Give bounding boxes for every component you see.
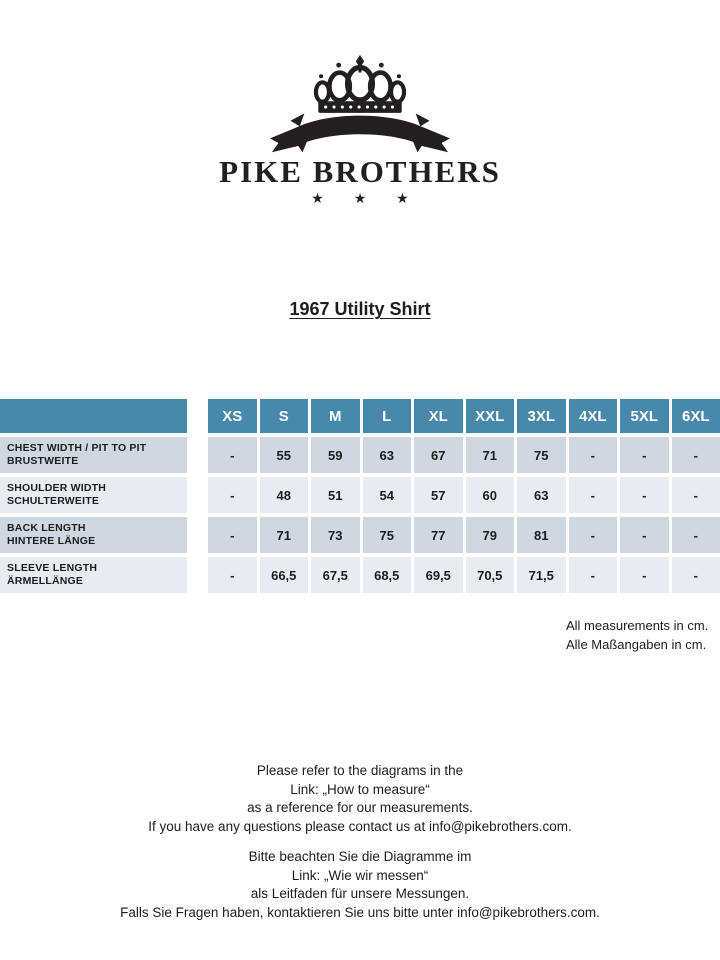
size-cell: 77	[414, 517, 463, 553]
size-cell: -	[620, 557, 669, 593]
size-cell: -	[620, 437, 669, 473]
size-cell: -	[568, 517, 617, 553]
footer-paragraph-de: Bitte beachten Sie die Diagramme im Link…	[0, 848, 720, 922]
size-cell: -	[620, 477, 669, 513]
row-label-en: BACK LENGTH	[7, 521, 86, 534]
row-label-de: HINTERE LÄNGE	[7, 535, 96, 547]
size-cell: 60	[465, 477, 514, 513]
size-col-header-xl: XL	[414, 399, 463, 433]
size-cell: 63	[517, 477, 566, 513]
size-cell: -	[208, 437, 257, 473]
size-cell: 51	[311, 477, 360, 513]
product-title: 1967 Utility Shirt	[289, 299, 431, 320]
size-col-header-3xl: 3XL	[517, 399, 566, 433]
size-col-header-s: S	[259, 399, 308, 433]
size-cell: 75	[517, 437, 566, 473]
size-col-header-4xl: 4XL	[568, 399, 617, 433]
size-cell: 71	[259, 517, 308, 553]
size-table: XS S M L XL XXL 3XL 4XL 5XL 6XL CHEST WI…	[0, 399, 720, 593]
size-col-header-5xl: 5XL	[620, 399, 669, 433]
size-cell: 71	[465, 437, 514, 473]
size-cell: -	[671, 517, 720, 553]
size-col-header-xs: XS	[208, 399, 257, 433]
size-cell: -	[208, 477, 257, 513]
footer-paragraph-en: Please refer to the diagrams in the Link…	[0, 762, 720, 836]
measurement-notes: All measurements in cm. Alle Maßangaben …	[566, 616, 708, 654]
brand-logo: PIKE BROTHERS ★ ★ ★	[0, 54, 720, 207]
brand-name: PIKE BROTHERS	[219, 154, 501, 189]
note-de: Alle Maßangaben in cm.	[566, 637, 707, 652]
size-cell: -	[568, 557, 617, 593]
footer-line-contact-email: Falls Sie Fragen haben, kontaktieren Sie…	[120, 904, 600, 920]
size-cell: 73	[311, 517, 360, 553]
row-label-en: SHOULDER WIDTH	[7, 481, 107, 494]
footer-line: Please refer to the diagrams in the	[256, 763, 464, 778]
row-label-back-length: BACK LENGTH HINTERE LÄNGE	[0, 517, 187, 553]
footer-line: Link: „How to measure“	[290, 781, 430, 797]
row-label-shoulder-width: SHOULDER WIDTH SCHULTERWEITE	[0, 477, 187, 513]
size-col-header-l: L	[362, 399, 411, 433]
size-cell: 66,5	[259, 557, 308, 593]
size-cell: 75	[362, 517, 411, 553]
size-col-header-xxl: XXL	[465, 399, 514, 433]
row-label-de: BRUSTWEITE	[7, 455, 79, 467]
size-cell: -	[620, 517, 669, 553]
row-label-en: SLEEVE LENGTH	[7, 561, 98, 574]
footer-line: Bitte beachten Sie die Diagramme im	[248, 849, 472, 864]
size-cell: 55	[259, 437, 308, 473]
size-cell: -	[208, 557, 257, 593]
note-en: All measurements in cm.	[566, 618, 709, 633]
row-label-chest-width: CHEST WIDTH / PIT TO PIT BRUSTWEITE	[0, 437, 187, 473]
brand-stars: ★ ★ ★	[311, 190, 409, 206]
size-cell: 67,5	[311, 557, 360, 593]
size-cell: 70,5	[465, 557, 514, 593]
size-cell: 59	[311, 437, 360, 473]
size-cell: 79	[465, 517, 514, 553]
size-cell: 48	[259, 477, 308, 513]
size-cell: 69,5	[414, 557, 463, 593]
footer-line-contact-email: If you have any questions please contact…	[148, 818, 572, 834]
size-cell: 68,5	[362, 557, 411, 593]
row-label-sleeve-length: SLEEVE LENGTH ÄRMELLÄNGE	[0, 557, 187, 593]
size-cell: -	[568, 437, 617, 473]
footer-line: Link: „Wie wir messen“	[291, 867, 429, 883]
table-corner-cell	[0, 399, 187, 433]
size-cell: -	[208, 517, 257, 553]
size-cell: 67	[414, 437, 463, 473]
size-cell: -	[671, 437, 720, 473]
row-label-de: ÄRMELLÄNGE	[7, 575, 84, 587]
crown-ribbon-icon	[270, 54, 450, 153]
row-label-en: CHEST WIDTH / PIT TO PIT	[7, 441, 147, 454]
size-cell: -	[671, 557, 720, 593]
size-cell: -	[568, 477, 617, 513]
size-cell: 81	[517, 517, 566, 553]
size-cell: 63	[362, 437, 411, 473]
size-cell: 54	[362, 477, 411, 513]
size-col-header-m: M	[311, 399, 360, 433]
size-cell: 57	[414, 477, 463, 513]
size-cell: 71,5	[517, 557, 566, 593]
row-label-de: SCHULTERWEITE	[7, 495, 100, 507]
footer-line: as a reference for our measurements.	[247, 800, 473, 815]
size-cell: -	[671, 477, 720, 513]
size-col-header-6xl: 6XL	[671, 399, 720, 433]
footer-line: als Leitfaden für unsere Messungen.	[250, 886, 470, 901]
